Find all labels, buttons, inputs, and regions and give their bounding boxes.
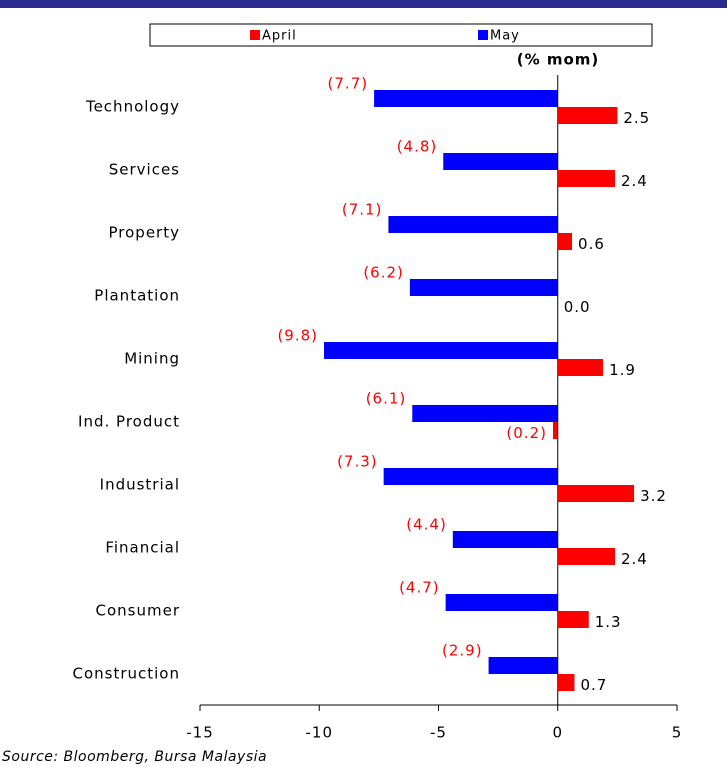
value-label: 0.6 — [578, 235, 605, 253]
bar — [445, 594, 558, 611]
bar — [557, 359, 604, 376]
bar — [557, 107, 618, 124]
category-label: Construction — [72, 665, 180, 683]
legend-swatch — [250, 30, 260, 40]
bar — [409, 279, 558, 296]
value-label: 3.2 — [640, 487, 667, 505]
bar — [388, 216, 558, 233]
value-label: (4.7) — [399, 579, 440, 597]
bar — [488, 657, 558, 674]
source: Source: Bloomberg, Bursa Malaysia — [2, 749, 267, 765]
value-label: (0.2) — [506, 424, 547, 442]
value-label: (9.8) — [277, 327, 318, 345]
x-tick-label: -15 — [186, 724, 214, 742]
bar — [324, 342, 558, 359]
bar — [557, 674, 575, 691]
value-label: (7.1) — [342, 201, 383, 219]
bar — [557, 485, 635, 502]
bar — [452, 531, 558, 548]
x-tick-label: -5 — [430, 724, 447, 742]
x-tick-label: -10 — [306, 724, 334, 742]
category-label: Ind. Product — [78, 413, 180, 431]
x-tick-label: 0 — [552, 724, 563, 742]
bar — [443, 153, 558, 170]
x-tick-label: 5 — [672, 724, 683, 742]
bar — [557, 548, 615, 565]
value-label: (7.7) — [328, 75, 369, 93]
bar — [374, 90, 558, 107]
category-label: Services — [109, 161, 180, 179]
bar — [383, 468, 558, 485]
value-label: 2.4 — [621, 172, 648, 190]
value-label: (7.3) — [337, 453, 378, 471]
value-label: (2.9) — [442, 642, 483, 660]
value-label: (6.2) — [363, 264, 404, 282]
category-label: Technology — [85, 98, 180, 116]
value-label: 2.4 — [621, 550, 648, 568]
value-label: 2.5 — [623, 109, 650, 127]
value-label: 1.9 — [609, 361, 636, 379]
bar — [557, 170, 615, 187]
value-label: (4.4) — [406, 516, 447, 534]
category-label: Financial — [105, 539, 180, 557]
bar — [412, 405, 558, 422]
value-label: 0.0 — [564, 298, 591, 316]
category-label: Mining — [124, 350, 180, 368]
legend-label: April — [262, 29, 297, 44]
bar — [557, 611, 589, 628]
annotation: (% mom) — [517, 51, 600, 69]
header-strip — [0, 0, 727, 8]
value-label: 0.7 — [580, 676, 607, 694]
legend-swatch — [478, 30, 488, 40]
bar — [557, 233, 573, 250]
category-label: Property — [109, 224, 180, 242]
legend-box — [149, 23, 653, 47]
legend-label: May — [490, 29, 520, 44]
value-label: 1.3 — [595, 613, 622, 631]
value-label: (6.1) — [366, 390, 407, 408]
category-label: Consumer — [96, 602, 181, 620]
bar — [552, 422, 558, 439]
value-label: (4.8) — [397, 138, 438, 156]
category-label: Industrial — [100, 476, 180, 494]
category-label: Plantation — [94, 287, 180, 305]
